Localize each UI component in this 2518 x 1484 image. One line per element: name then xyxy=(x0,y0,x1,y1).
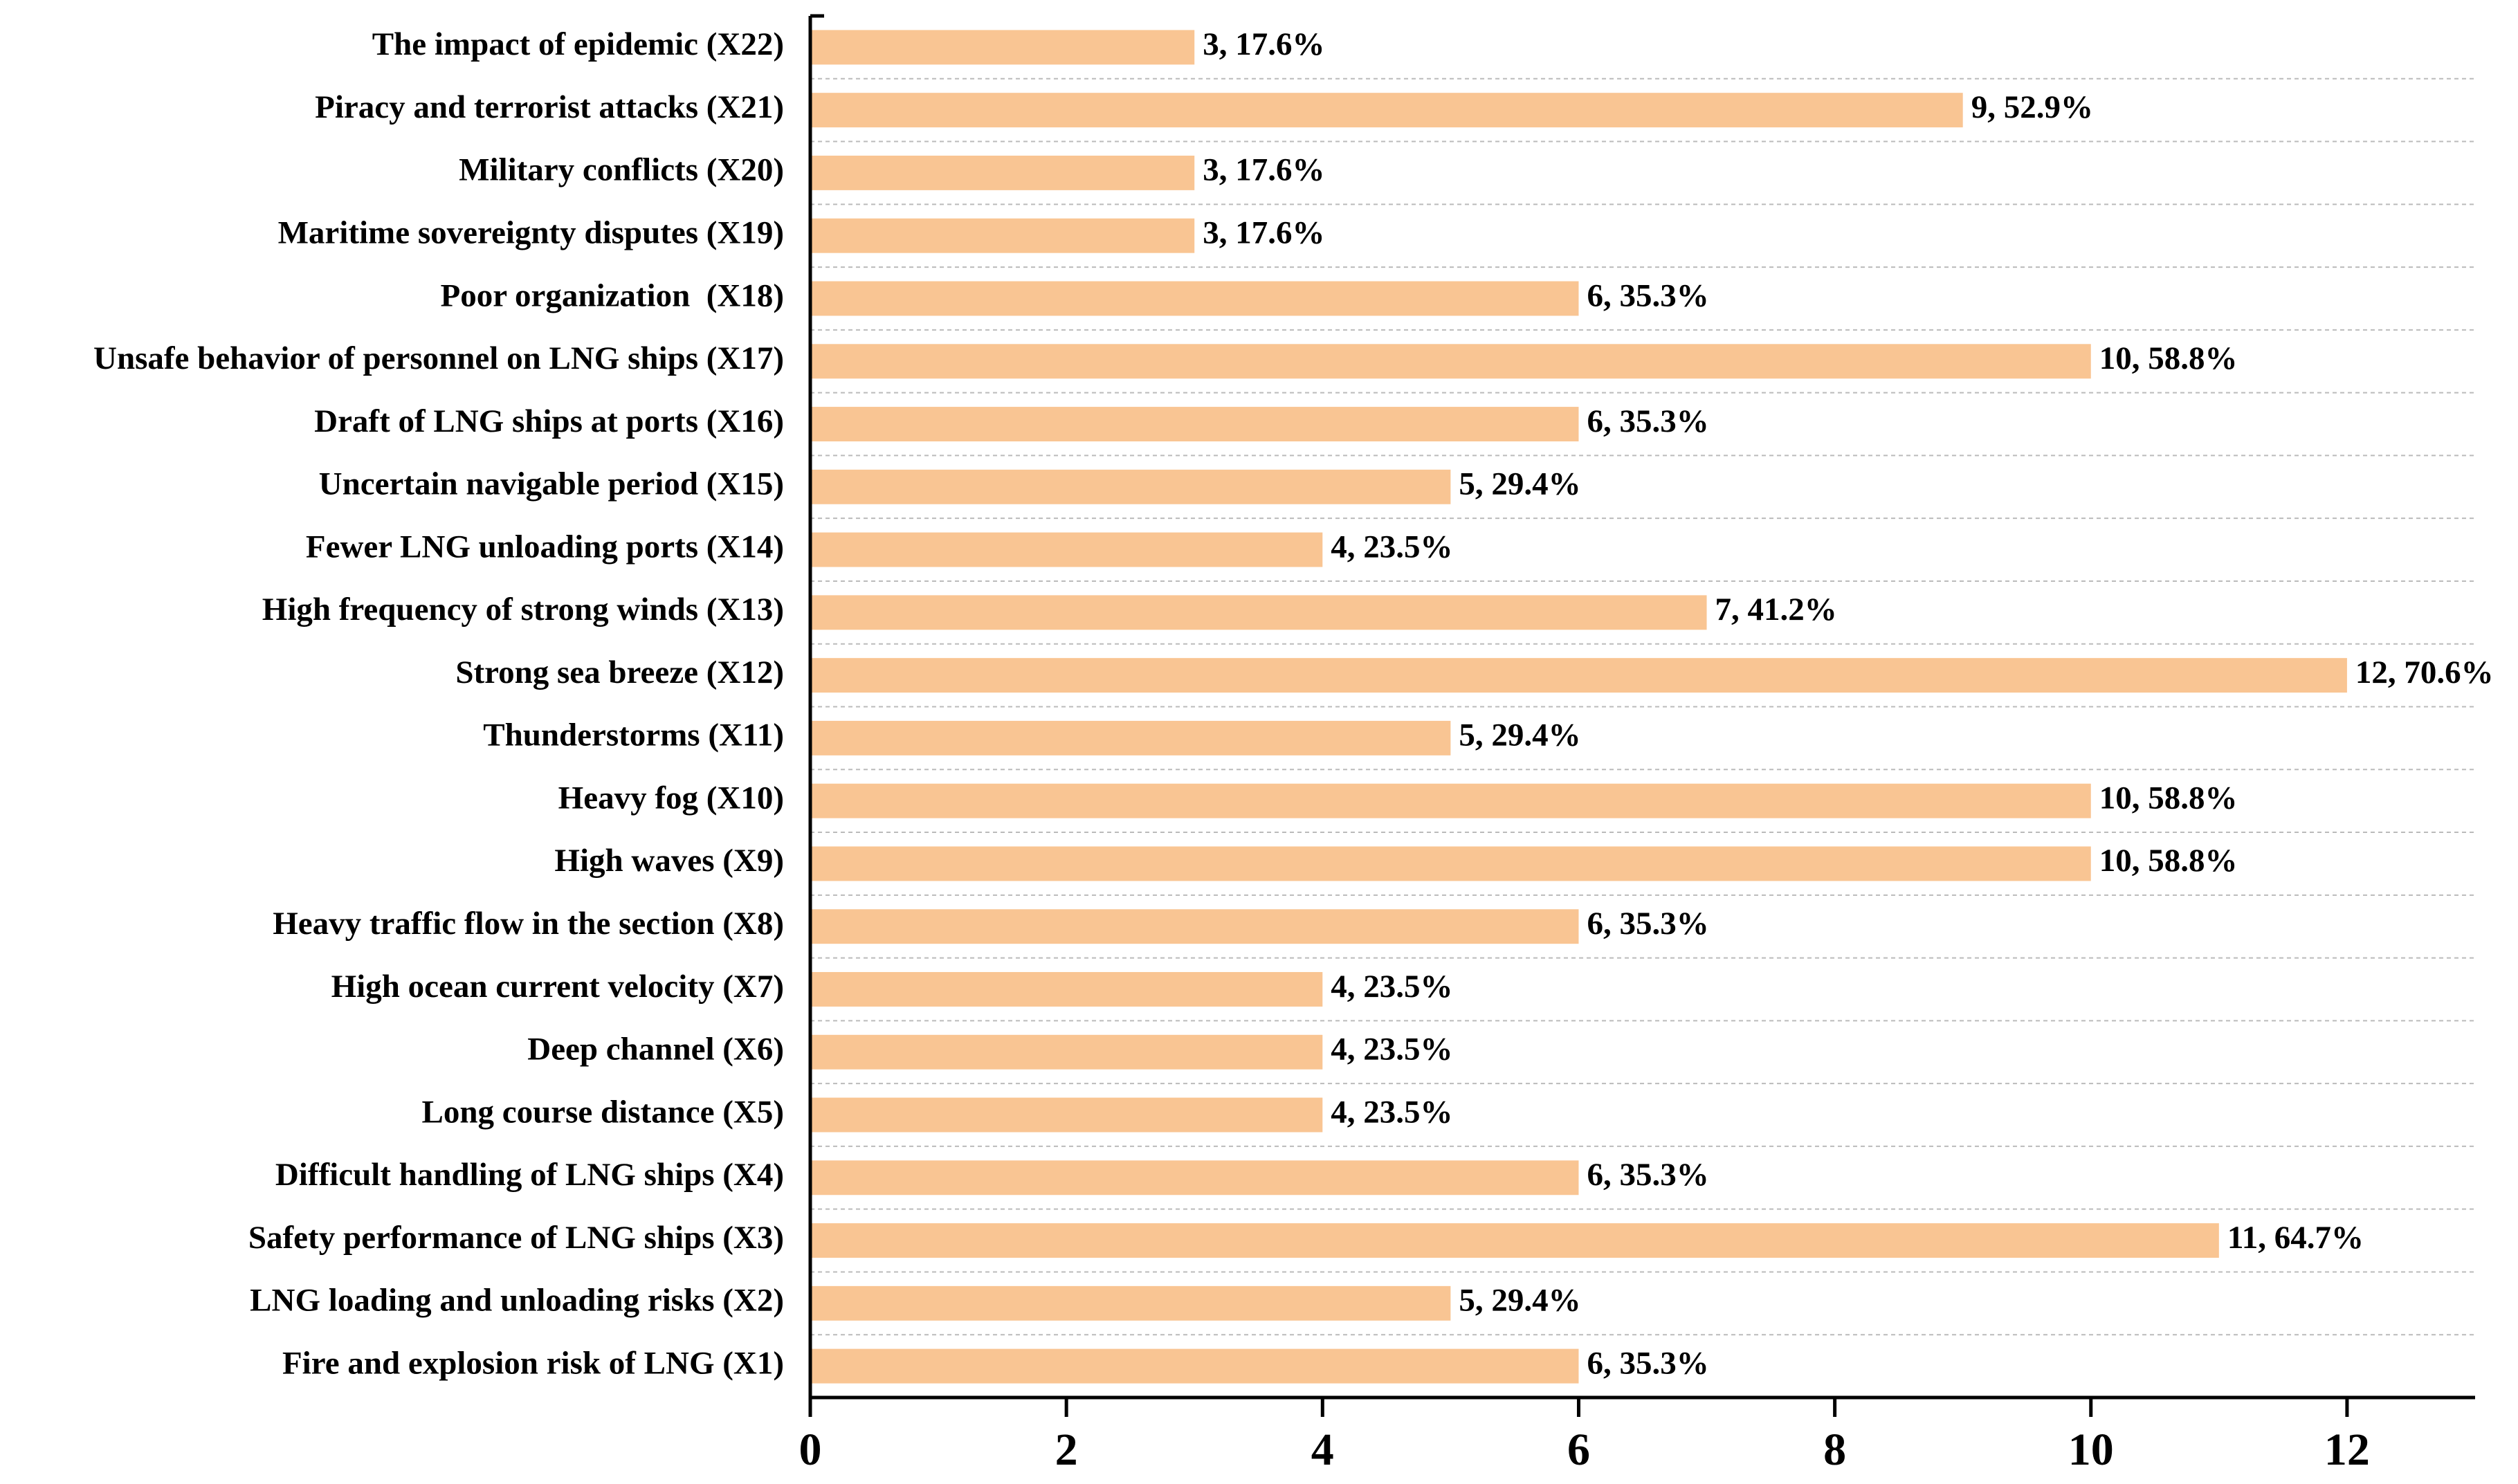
y-tick-label: Fire and explosion risk of LNG (X1) xyxy=(282,1345,784,1381)
value-label: 4, 23.5% xyxy=(1331,969,1452,1005)
value-label: 4, 23.5% xyxy=(1331,1032,1452,1068)
y-tick-label: Safety performance of LNG ships (X3) xyxy=(248,1220,784,1256)
bar xyxy=(810,1285,1451,1321)
value-label: 6, 35.3% xyxy=(1587,277,1708,313)
bar xyxy=(810,1160,1579,1196)
x-tick-label: 10 xyxy=(2068,1425,2114,1475)
bar xyxy=(810,595,1707,630)
value-label: 11, 64.7% xyxy=(2227,1220,2364,1256)
y-tick-label: High frequency of strong winds (X13) xyxy=(262,592,784,628)
bar xyxy=(810,720,1451,755)
value-label: 7, 41.2% xyxy=(1715,592,1837,628)
bar xyxy=(810,1097,1323,1133)
bar xyxy=(810,30,1195,65)
y-tick-label: Thunderstorms (X11) xyxy=(483,717,784,753)
y-tick-label: Heavy traffic flow in the section (X8) xyxy=(273,906,784,942)
y-tick-label: Maritime sovereignty disputes (X19) xyxy=(278,214,784,250)
value-label: 5, 29.4% xyxy=(1459,717,1580,753)
x-tick-label: 12 xyxy=(2324,1425,2370,1475)
bar xyxy=(810,281,1579,316)
value-label: 9, 52.9% xyxy=(1971,89,2093,125)
bar xyxy=(810,344,2091,379)
value-label: 5, 29.4% xyxy=(1459,466,1580,502)
y-tick-label: Unsafe behavior of personnel on LNG ship… xyxy=(93,340,784,376)
bar xyxy=(810,909,1579,944)
y-tick-label: Long course distance (X5) xyxy=(422,1094,785,1130)
y-tick-label: Draft of LNG ships at ports (X16) xyxy=(314,403,784,439)
value-label: 6, 35.3% xyxy=(1587,403,1708,439)
y-tick-label: Strong sea breeze (X12) xyxy=(455,654,784,690)
bar xyxy=(810,469,1451,504)
y-tick-label: Deep channel (X6) xyxy=(527,1032,784,1068)
value-label: 3, 17.6% xyxy=(1203,26,1324,62)
y-tick-label: Piracy and terrorist attacks (X21) xyxy=(315,89,784,125)
value-label: 12, 70.6% xyxy=(2355,654,2494,690)
bar xyxy=(810,1348,1579,1384)
value-label: 10, 58.8% xyxy=(2099,843,2238,879)
value-label: 3, 17.6% xyxy=(1203,214,1324,250)
value-label: 3, 17.6% xyxy=(1203,152,1324,188)
y-tick-label: Fewer LNG unloading ports (X14) xyxy=(306,529,784,565)
value-label: 10, 58.8% xyxy=(2099,340,2238,376)
y-tick-label: The impact of epidemic (X22) xyxy=(372,26,784,62)
bar xyxy=(810,846,2091,881)
bar xyxy=(810,783,2091,818)
y-tick-label: High waves (X9) xyxy=(554,843,784,879)
value-label: 4, 23.5% xyxy=(1331,1094,1452,1130)
x-tick-label: 2 xyxy=(1055,1425,1078,1475)
bar xyxy=(810,532,1323,567)
y-tick-label: Military conflicts (X20) xyxy=(459,152,784,188)
value-label: 10, 58.8% xyxy=(2099,780,2238,816)
bar xyxy=(810,1034,1323,1070)
x-tick-label: 0 xyxy=(799,1425,822,1475)
bar xyxy=(810,155,1195,190)
x-tick-label: 4 xyxy=(1311,1425,1334,1475)
value-label: 6, 35.3% xyxy=(1587,1157,1708,1193)
y-tick-label: Heavy fog (X10) xyxy=(558,780,784,816)
bar xyxy=(810,972,1323,1007)
value-label: 4, 23.5% xyxy=(1331,529,1452,565)
x-tick-label: 6 xyxy=(1567,1425,1590,1475)
value-label: 6, 35.3% xyxy=(1587,906,1708,942)
bar xyxy=(810,1223,2219,1258)
value-label: 6, 35.3% xyxy=(1587,1345,1708,1381)
y-tick-label: Difficult handling of LNG ships (X4) xyxy=(275,1157,784,1193)
y-tick-label: High ocean current velocity (X7) xyxy=(331,969,784,1005)
y-tick-label: Uncertain navigable period (X15) xyxy=(319,466,784,502)
bar xyxy=(810,218,1195,253)
bar xyxy=(810,658,2347,693)
bar xyxy=(810,93,1963,128)
value-label: 5, 29.4% xyxy=(1459,1283,1580,1319)
y-tick-label: LNG loading and unloading risks (X2) xyxy=(250,1283,784,1319)
bar xyxy=(810,407,1579,441)
y-tick-label: Poor organization (X18) xyxy=(441,277,784,313)
x-tick-label: 8 xyxy=(1823,1425,1846,1475)
